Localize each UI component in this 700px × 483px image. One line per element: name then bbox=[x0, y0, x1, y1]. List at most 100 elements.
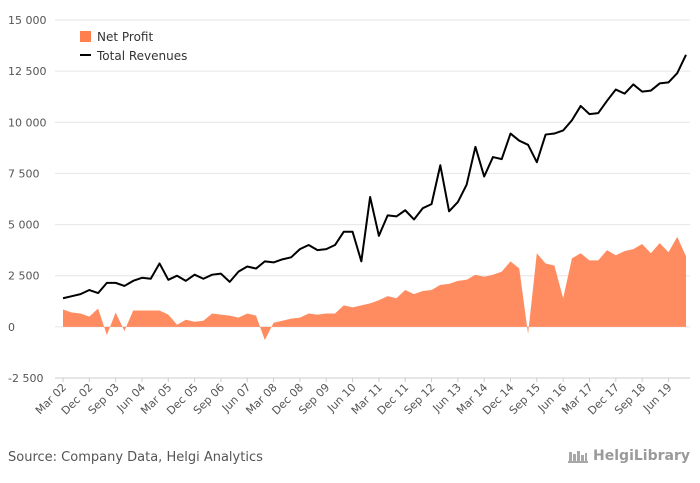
total-revenues-point bbox=[535, 160, 539, 164]
net-profit-point bbox=[605, 248, 609, 252]
total-revenues-point bbox=[254, 267, 258, 271]
source-text: Source: Company Data, Helgi Analytics bbox=[8, 450, 263, 465]
net-profit-point bbox=[272, 321, 276, 325]
total-revenues-point bbox=[447, 209, 451, 213]
net-profit-point bbox=[421, 289, 425, 293]
total-revenues-point bbox=[219, 272, 223, 276]
y-axis-ticks: -2 500 0 2 500 5 000 7 500 10 000 12 500 15 000 bbox=[8, 14, 47, 385]
total-revenues-point bbox=[307, 243, 311, 247]
total-revenues-point bbox=[570, 118, 574, 122]
net-profit-point bbox=[403, 288, 407, 292]
net-profit-point bbox=[228, 314, 232, 318]
total-revenues-point bbox=[675, 71, 679, 75]
total-revenues-point bbox=[184, 279, 188, 283]
total-revenues-point bbox=[272, 260, 276, 264]
y-tick-label: 5 000 bbox=[8, 219, 40, 232]
total-revenues-point bbox=[623, 92, 627, 96]
total-revenues-point bbox=[509, 132, 513, 136]
total-revenues-point bbox=[245, 265, 249, 269]
net-profit-point bbox=[377, 298, 381, 302]
brand-logo: HelgiLibrary bbox=[567, 448, 690, 464]
net-profit-point bbox=[210, 312, 214, 316]
total-revenues-point bbox=[122, 284, 126, 288]
total-revenues-point bbox=[412, 217, 416, 221]
net-profit-point bbox=[263, 338, 267, 342]
total-revenues-point bbox=[605, 99, 609, 103]
net-profit-point bbox=[131, 308, 135, 312]
total-revenues-line bbox=[62, 54, 687, 300]
x-tick-label: Jun 19 bbox=[640, 381, 674, 415]
net-profit-point bbox=[368, 301, 372, 305]
total-revenues-point bbox=[298, 247, 302, 251]
net-profit-area-layer bbox=[63, 235, 688, 342]
net-profit-point bbox=[87, 315, 91, 319]
total-revenues-point bbox=[579, 104, 583, 108]
total-revenues-point bbox=[96, 291, 100, 295]
net-profit-point bbox=[122, 329, 126, 333]
total-revenues-point bbox=[473, 145, 477, 149]
net-profit-point bbox=[561, 296, 565, 300]
total-revenues-point bbox=[640, 90, 644, 94]
net-profit-point bbox=[640, 242, 644, 246]
total-revenues-point bbox=[149, 277, 153, 281]
net-profit-point bbox=[201, 319, 205, 323]
net-profit-point bbox=[289, 317, 293, 321]
y-tick-label: 15 000 bbox=[8, 14, 47, 27]
total-revenues-point bbox=[631, 82, 635, 86]
y-tick-label: 7 500 bbox=[8, 167, 40, 180]
total-revenues-point bbox=[193, 273, 197, 277]
net-profit-point bbox=[684, 254, 688, 258]
net-profit-point bbox=[324, 312, 328, 316]
net-profit-point bbox=[140, 308, 144, 312]
net-profit-point bbox=[386, 294, 390, 298]
y-tick-label: -2 500 bbox=[8, 372, 43, 385]
net-profit-point bbox=[430, 288, 434, 292]
total-revenues-point bbox=[158, 261, 162, 265]
net-profit-point bbox=[114, 311, 118, 315]
net-profit-point bbox=[149, 308, 153, 312]
net-profit-point bbox=[280, 319, 284, 323]
total-revenues-point bbox=[587, 112, 591, 116]
total-revenues-point bbox=[552, 132, 556, 136]
net-profit-point bbox=[491, 273, 495, 277]
net-profit-point bbox=[307, 312, 311, 316]
total-revenues-point bbox=[649, 89, 653, 93]
total-revenues-point bbox=[438, 163, 442, 167]
net-profit-point bbox=[596, 258, 600, 262]
net-profit-point bbox=[351, 305, 355, 309]
total-revenues-point bbox=[105, 281, 109, 285]
net-profit-point bbox=[535, 251, 539, 255]
net-profit-point bbox=[193, 320, 197, 324]
net-profit-point bbox=[298, 316, 302, 320]
total-revenues-point bbox=[140, 276, 144, 280]
total-revenues-point bbox=[114, 281, 118, 285]
total-revenues-point bbox=[175, 274, 179, 278]
net-profit-point bbox=[675, 235, 679, 239]
net-profit-point bbox=[579, 251, 583, 255]
net-profit-point bbox=[500, 270, 504, 274]
total-revenues-point bbox=[561, 128, 565, 132]
net-profit-point bbox=[96, 306, 100, 310]
legend: Net Profit Total Revenues bbox=[80, 30, 187, 63]
total-revenues-point bbox=[280, 257, 284, 261]
net-profit-point bbox=[219, 313, 223, 317]
total-revenues-point bbox=[263, 259, 267, 263]
total-revenues-point bbox=[526, 143, 530, 147]
net-profit-point bbox=[649, 251, 653, 255]
net-profit-point bbox=[394, 296, 398, 300]
total-revenues-point bbox=[517, 139, 521, 143]
total-revenues-point bbox=[482, 175, 486, 179]
net-profit-point bbox=[544, 261, 548, 265]
y-tick-label: 10 000 bbox=[8, 116, 47, 129]
total-revenues-point bbox=[210, 273, 214, 277]
y-tick-label: 12 500 bbox=[8, 65, 47, 78]
net-profit-point bbox=[517, 267, 521, 271]
legend-label-net-profit: Net Profit bbox=[97, 30, 153, 44]
net-profit-point bbox=[175, 323, 179, 327]
total-revenues-point bbox=[421, 206, 425, 210]
net-profit-point bbox=[412, 292, 416, 296]
net-profit-area bbox=[63, 236, 686, 341]
total-revenues-point bbox=[342, 230, 346, 234]
